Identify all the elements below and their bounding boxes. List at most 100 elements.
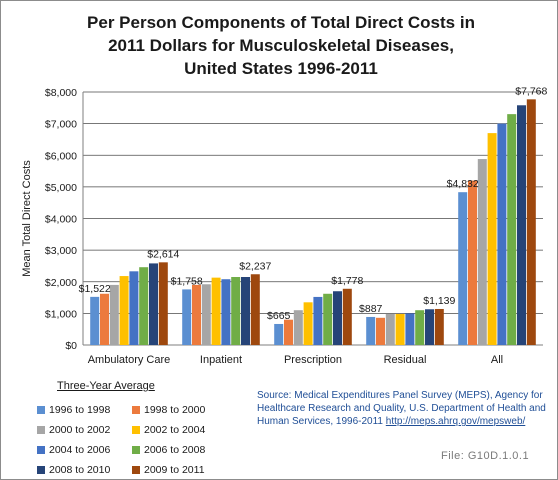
bar (274, 323, 284, 345)
legend-title: Three-Year Average (57, 380, 155, 392)
bar (109, 284, 119, 345)
legend-swatch (132, 466, 140, 474)
legend-label: 2004 to 2006 (49, 444, 111, 456)
bar (342, 288, 352, 345)
y-tick-label: $2,000 (45, 277, 77, 289)
source-text: Source: Medical Expenditures Panel Surve… (257, 390, 546, 427)
bar (231, 277, 241, 345)
title-line-2: 2011 Dollars for Musculoskeletal Disease… (108, 36, 454, 55)
bar (497, 123, 507, 345)
bar (284, 319, 293, 345)
legend-item: 2004 to 2006 (37, 441, 132, 459)
bar (376, 317, 385, 345)
data-label: $1,522 (79, 283, 111, 295)
y-tick-label: $4,000 (45, 214, 77, 226)
x-tick-label: Ambulatory Care (88, 354, 171, 366)
legend-swatch (132, 406, 140, 414)
y-tick-label: $1,000 (45, 308, 77, 320)
bar (333, 291, 342, 345)
data-label: $1,778 (331, 275, 363, 287)
bar (366, 316, 376, 345)
title-line-1: Per Person Components of Total Direct Co… (87, 13, 475, 32)
y-tick-label: $5,000 (45, 182, 77, 194)
bar (201, 284, 211, 345)
file-label: File: G10D.1.0.1 (441, 450, 530, 462)
legend-swatch (132, 446, 140, 454)
bar (468, 180, 477, 345)
bar (517, 105, 526, 345)
bar (192, 284, 201, 345)
legend-item: 2009 to 2011 (132, 461, 227, 479)
legend-swatch (37, 426, 45, 434)
legend-label: 2002 to 2004 (144, 424, 206, 436)
legend-label: 2000 to 2002 (49, 424, 111, 436)
bar (477, 159, 487, 345)
legend-label: 1998 to 2000 (144, 404, 206, 416)
legend-item: 2008 to 2010 (37, 461, 132, 479)
bar (100, 293, 109, 345)
data-label: $2,237 (239, 260, 271, 272)
bar (415, 310, 425, 345)
legend-swatch (37, 406, 45, 414)
bar (149, 263, 158, 345)
bar (526, 99, 536, 345)
bar (303, 302, 313, 345)
x-tick-label: Inpatient (200, 354, 242, 366)
data-label: $4,832 (447, 178, 479, 190)
bar (139, 267, 149, 345)
x-tick-label: Residual (384, 354, 427, 366)
data-label: $7,768 (515, 85, 547, 97)
bar-chart: $0 $1,000 $2,000 $3,000 $4,000 $5,000 $6,000 $7… (21, 85, 548, 366)
source-note: Source: Medical Expenditures Panel Surve… (257, 389, 547, 428)
bar (425, 309, 434, 345)
bar (158, 262, 168, 345)
data-label: $1,758 (171, 275, 203, 287)
bar (241, 277, 250, 345)
data-label: $2,614 (147, 248, 179, 260)
x-tick-label: All (491, 354, 503, 366)
legend-item: 1998 to 2000 (132, 401, 227, 419)
data-label: $887 (359, 303, 383, 315)
bar (313, 296, 323, 345)
bar (395, 314, 405, 345)
bar (458, 192, 468, 345)
bar (119, 276, 129, 345)
bar (434, 308, 444, 345)
data-label: $1,139 (423, 295, 455, 307)
source-link[interactable]: http://meps.ahrq.gov/mepsweb/ (385, 416, 526, 427)
bar (293, 310, 303, 345)
legend-swatch (37, 466, 45, 474)
bar (211, 277, 221, 345)
legend: 1996 to 1998 1998 to 2000 2000 to 2002 2002… (37, 401, 227, 479)
y-tick-label: $7,000 (45, 119, 77, 131)
bar (90, 296, 100, 345)
legend-label: 2009 to 2011 (144, 464, 205, 476)
y-tick-label: $6,000 (45, 150, 77, 162)
legend-item: 1996 to 1998 (37, 401, 132, 419)
legend-item: 2006 to 2008 (132, 441, 227, 459)
data-label: $665 (267, 310, 291, 322)
y-axis-label: Mean Total Direct Costs (21, 160, 33, 277)
legend-label: 2006 to 2008 (144, 444, 206, 456)
bar (250, 274, 260, 345)
bar (323, 293, 333, 345)
legend-item: 2002 to 2004 (132, 421, 227, 439)
bar (182, 289, 192, 345)
legend-label: 2008 to 2010 (49, 464, 111, 476)
bar (405, 313, 415, 345)
legend-swatch (37, 446, 45, 454)
bar (385, 314, 395, 345)
x-tick-label: Prescription (284, 354, 342, 366)
title-line-3: United States 1996-2011 (184, 59, 378, 78)
bar (507, 114, 517, 345)
bar (129, 271, 139, 345)
y-tick-label: $3,000 (45, 245, 77, 257)
bar (487, 133, 497, 345)
bar (221, 279, 231, 345)
legend-item: 2000 to 2002 (37, 421, 132, 439)
y-tick-label: $8,000 (45, 87, 77, 99)
legend-label: 1996 to 1998 (49, 404, 111, 416)
legend-swatch (132, 426, 140, 434)
y-tick-label: $0 (65, 340, 77, 352)
